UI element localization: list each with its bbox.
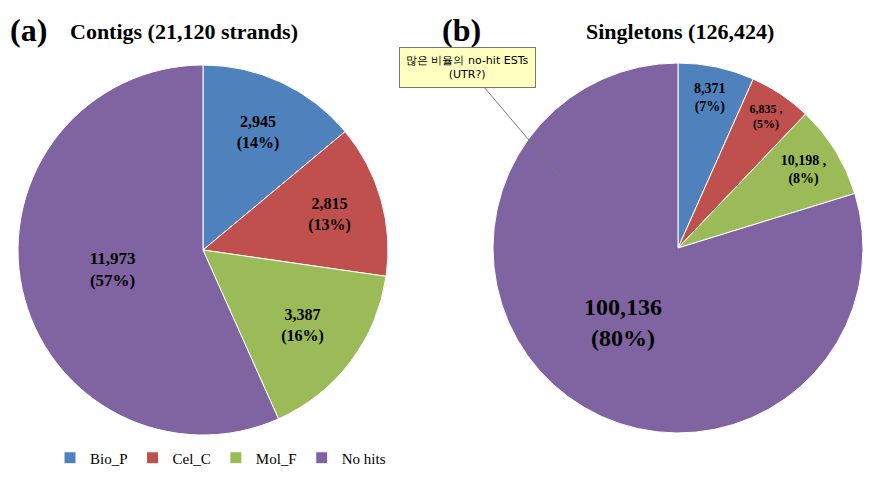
svg-text:(b): (b) bbox=[442, 12, 481, 48]
svg-text:Mol_F: Mol_F bbox=[256, 451, 297, 467]
svg-text:(a): (a) bbox=[10, 12, 47, 48]
svg-text:Contigs (21,120 strands): Contigs (21,120 strands) bbox=[70, 19, 298, 44]
svg-text:6,835 ,(5%): 6,835 ,(5%) bbox=[749, 102, 782, 132]
svg-text:100,136(80%): 100,136(80%) bbox=[584, 294, 662, 351]
svg-text:Singletons (126,424): Singletons (126,424) bbox=[586, 19, 774, 44]
svg-text:2,815(13%): 2,815(13%) bbox=[308, 195, 351, 234]
svg-text:8,371(7%): 8,371(7%) bbox=[694, 81, 726, 115]
svg-text:3,387(16%): 3,387(16%) bbox=[281, 306, 324, 345]
svg-text:많은 비율의 no-hit ESTs(UTR?): 많은 비율의 no-hit ESTs(UTR?) bbox=[406, 54, 529, 81]
svg-text:Bio_P: Bio_P bbox=[90, 451, 128, 467]
svg-text:2,945(14%): 2,945(14%) bbox=[237, 113, 280, 152]
svg-text:11,973(57%): 11,973(57%) bbox=[90, 249, 136, 290]
svg-text:Cel_C: Cel_C bbox=[173, 451, 211, 467]
svg-text:No hits: No hits bbox=[342, 451, 386, 467]
svg-text:10,198 ,(8%): 10,198 ,(8%) bbox=[781, 153, 827, 187]
